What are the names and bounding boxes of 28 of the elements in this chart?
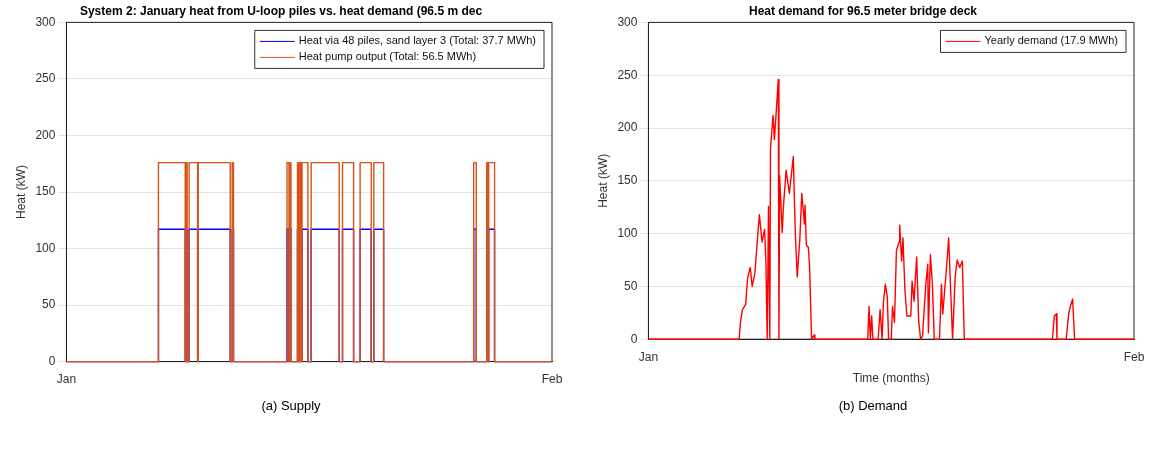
y-tick-label: 0 <box>48 353 56 368</box>
y-tick-label: 300 <box>35 14 56 29</box>
y-tick-label: 100 <box>617 225 638 240</box>
y-tick-label: 250 <box>35 71 56 86</box>
x-tick-label: Jan <box>638 349 659 364</box>
y-tick-label: 300 <box>617 14 638 29</box>
y-tick-label: 150 <box>35 184 56 199</box>
text: (a) Supply <box>260 398 322 413</box>
y-tick-label: 250 <box>617 67 638 82</box>
chart-title: System 2: January heat from U-loop piles vs. heat demand (96.5 m dec <box>79 3 483 18</box>
chart-title: Heat demand for 96.5 meter bridge deck <box>748 3 978 18</box>
text: (b) Demand <box>837 398 909 413</box>
x-tick-label: Jan <box>56 372 77 387</box>
y-axis-title: Heat (kW) <box>595 153 610 208</box>
y-tick-label: 100 <box>35 240 56 255</box>
y-tick-label: 0 <box>630 331 638 346</box>
y-tick-label: 50 <box>624 278 638 293</box>
y-axis-title: Heat (kW) <box>13 165 28 219</box>
legend-label: Heat via 48 piles, sand layer 3 (Total: 37.7 MWh) <box>298 34 537 47</box>
x-tick-label: Feb <box>541 372 563 387</box>
legend-label: Yearly demand (17.9 MWh) <box>984 34 1119 47</box>
y-tick-label: 150 <box>617 173 638 188</box>
y-tick-label: 50 <box>42 297 56 312</box>
y-tick-label: 200 <box>617 120 638 135</box>
x-tick-label: Feb <box>1123 349 1145 364</box>
legend-label: Heat pump output (Total: 56.5 MWh) <box>298 50 477 63</box>
y-tick-label: 200 <box>35 127 56 142</box>
x-axis-title: Time (months) <box>852 371 930 386</box>
